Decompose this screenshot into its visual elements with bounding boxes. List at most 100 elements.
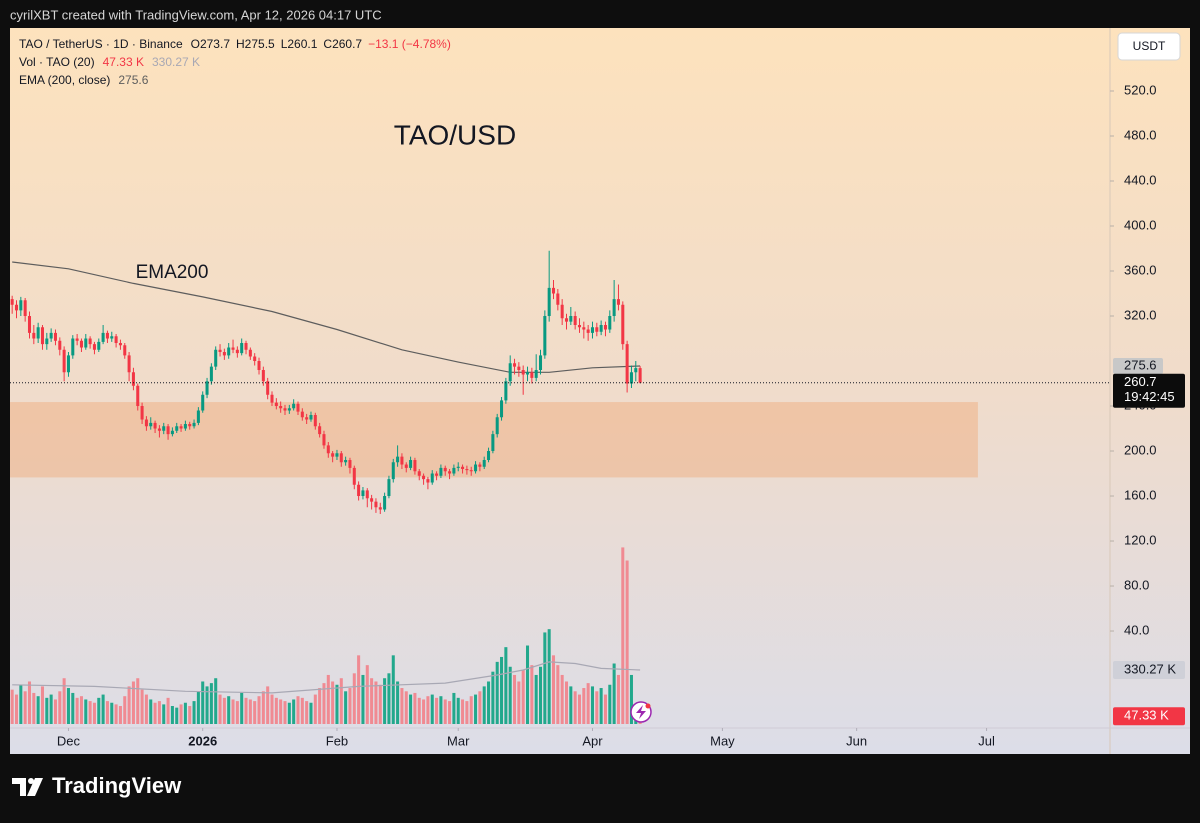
volume-bar — [491, 671, 495, 724]
volume-bar — [53, 699, 57, 724]
volume-bar — [110, 702, 114, 724]
candle-body — [417, 471, 421, 476]
candle-body — [179, 426, 183, 429]
volume-bar — [136, 678, 140, 724]
candle-body — [590, 327, 594, 333]
last-price-tag — [1113, 373, 1185, 408]
volume-bar — [183, 702, 187, 724]
candle-body — [638, 368, 642, 383]
y-tick-label: 80.0 — [1124, 577, 1149, 592]
volume-bar — [114, 704, 118, 724]
volume-bar — [417, 697, 421, 724]
candle-body — [140, 406, 144, 420]
chart-title: TAO/USD — [394, 119, 516, 150]
candle-body — [482, 460, 486, 467]
volume-bar — [508, 666, 512, 724]
candle-body — [240, 343, 244, 354]
volume-bar — [582, 688, 586, 724]
volume-bar — [144, 694, 148, 724]
candle-body — [629, 372, 633, 384]
candle-body — [448, 471, 452, 474]
volume-bar — [62, 678, 66, 724]
volume-bar — [201, 681, 205, 724]
volume-bar — [209, 683, 213, 724]
candle-body — [266, 381, 270, 395]
currency-button-label[interactable]: USDT — [1133, 39, 1166, 53]
volume-bar — [170, 706, 174, 724]
volume-bar — [123, 696, 127, 724]
volume-tag — [1113, 707, 1185, 726]
candle-body — [326, 445, 330, 454]
volume-bar — [482, 686, 486, 724]
volume-bar — [590, 686, 594, 724]
volume-bar — [300, 697, 304, 724]
y-tick-label: 200.0 — [1124, 442, 1157, 457]
y-tick-label: 400.0 — [1124, 217, 1157, 232]
x-tick-label: Feb — [326, 733, 348, 748]
volume-bar — [227, 696, 231, 724]
candle-body — [370, 498, 374, 502]
candle-body — [244, 343, 248, 350]
y-tick-label: 440.0 — [1124, 172, 1157, 187]
volume-bar — [370, 678, 374, 724]
candle-body — [538, 355, 543, 371]
currency-button[interactable] — [1117, 32, 1181, 61]
volume-bar — [309, 702, 313, 724]
candle-body — [508, 363, 512, 382]
legend-open: O273.7 — [191, 37, 231, 51]
x-tick-label: Jun — [846, 733, 867, 748]
candle-body — [513, 363, 517, 367]
volume-bar — [162, 704, 166, 724]
candle-body — [487, 451, 491, 461]
volume-bar — [19, 684, 23, 724]
candle-body — [634, 368, 638, 373]
volume-bar — [296, 696, 300, 724]
volume-ma-tag-label: 330.27 K — [1124, 661, 1176, 676]
brand-name: TradingView — [52, 773, 182, 798]
volume-ma-tag — [1113, 661, 1185, 680]
candle-body — [543, 316, 547, 356]
volume-bar — [387, 673, 391, 724]
candle-body — [625, 344, 629, 384]
volume-bar — [75, 697, 79, 724]
candle-body — [465, 469, 469, 471]
candle-body — [608, 316, 612, 330]
volume-bar — [439, 696, 443, 724]
volume-bar — [23, 691, 27, 724]
volume-bar — [27, 681, 32, 724]
y-tick-label: 320.0 — [1124, 307, 1157, 322]
volume-bar — [214, 678, 218, 724]
candle-body — [409, 460, 413, 468]
candle-body — [365, 490, 369, 499]
candle-body — [170, 430, 174, 435]
volume-ma-value: 330.27 K — [152, 55, 200, 69]
candle-body — [209, 366, 213, 382]
candle-body — [383, 496, 387, 510]
volume-bar — [339, 678, 343, 724]
volume-bar — [452, 692, 456, 724]
candle-body — [478, 464, 482, 467]
candle-body — [361, 490, 365, 497]
volume-bar — [469, 696, 473, 724]
volume-bar — [396, 681, 400, 724]
logo-slash — [27, 778, 43, 796]
candle-body — [400, 456, 404, 465]
candle-body — [461, 466, 465, 470]
volume-bar — [629, 674, 633, 724]
candle-body — [456, 466, 460, 468]
volume-bar — [101, 694, 105, 724]
volume-bar — [10, 689, 14, 724]
candle-body — [222, 352, 226, 356]
candle-body — [500, 400, 504, 418]
volume-bar — [205, 686, 209, 724]
candle-body — [313, 415, 317, 427]
volume-bar — [331, 681, 335, 724]
candle-body — [391, 462, 395, 480]
candle-body — [84, 338, 88, 348]
candle-body — [309, 415, 313, 420]
candle-body — [279, 406, 283, 409]
candle-body — [49, 332, 53, 339]
candle-body — [292, 403, 296, 409]
volume-bar — [616, 674, 620, 724]
volume-bar — [97, 697, 101, 724]
